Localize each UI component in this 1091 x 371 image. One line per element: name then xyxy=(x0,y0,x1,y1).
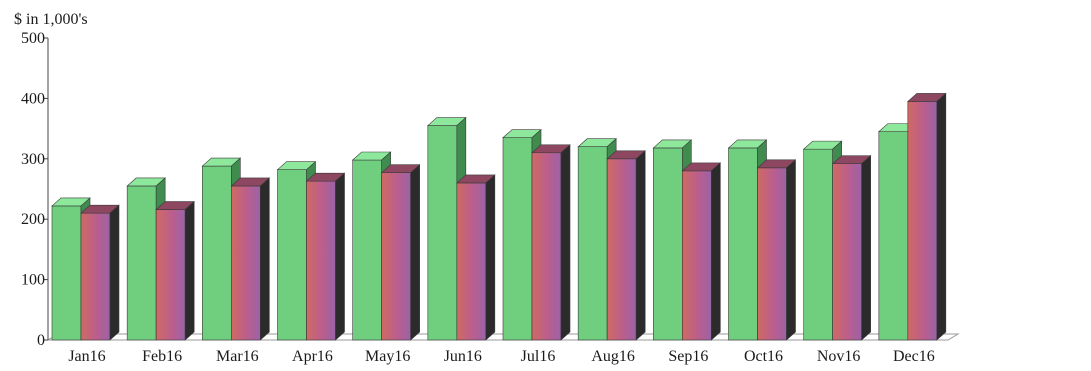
bar-red-nov16 xyxy=(831,154,872,341)
bar-red-jan16 xyxy=(80,204,120,341)
y-tick-label: 300 xyxy=(21,151,45,168)
x-axis-labels: Jan16 Feb16 Mar16 Apr16 May16 Jun16 Jul16 Aug16… xyxy=(68,348,934,365)
x-tick-label: Sep16 xyxy=(668,348,708,365)
bar-red-oct16 xyxy=(756,159,797,341)
x-tick-label: Jun16 xyxy=(444,348,482,365)
bar-red-may16 xyxy=(380,164,421,341)
y-axis-ticks: 0 100 200 300 400 500 xyxy=(21,30,48,349)
bar-red-feb16 xyxy=(155,200,195,341)
bar-red-dec16 xyxy=(907,92,947,341)
bar-red-aug16 xyxy=(606,150,646,341)
bar-red-apr16 xyxy=(305,172,346,341)
bar-red-mar16 xyxy=(230,177,271,341)
x-tick-label: Jul16 xyxy=(521,348,556,365)
y-axis-title: $ in 1,000's xyxy=(14,11,88,28)
bar-red-jul16 xyxy=(531,144,571,341)
y-tick-label: 200 xyxy=(21,211,45,228)
x-tick-label: Apr16 xyxy=(292,348,333,365)
x-tick-label: Nov16 xyxy=(817,348,861,365)
x-tick-label: Mar16 xyxy=(216,348,259,365)
x-tick-label: Oct16 xyxy=(744,348,783,365)
bar-red-sep16 xyxy=(681,162,722,341)
x-tick-label: Jan16 xyxy=(68,348,105,365)
x-tick-label: May16 xyxy=(365,348,410,365)
x-tick-label: Feb16 xyxy=(142,348,182,365)
y-tick-label: 100 xyxy=(21,272,45,289)
x-tick-label: Dec16 xyxy=(893,348,935,365)
x-tick-label: Aug16 xyxy=(591,348,635,365)
y-tick-label: 500 xyxy=(21,30,45,47)
y-tick-label: 0 xyxy=(37,332,45,349)
bar-red-jun16 xyxy=(456,174,496,341)
bars xyxy=(51,92,947,341)
y-tick-label: 400 xyxy=(21,90,45,107)
